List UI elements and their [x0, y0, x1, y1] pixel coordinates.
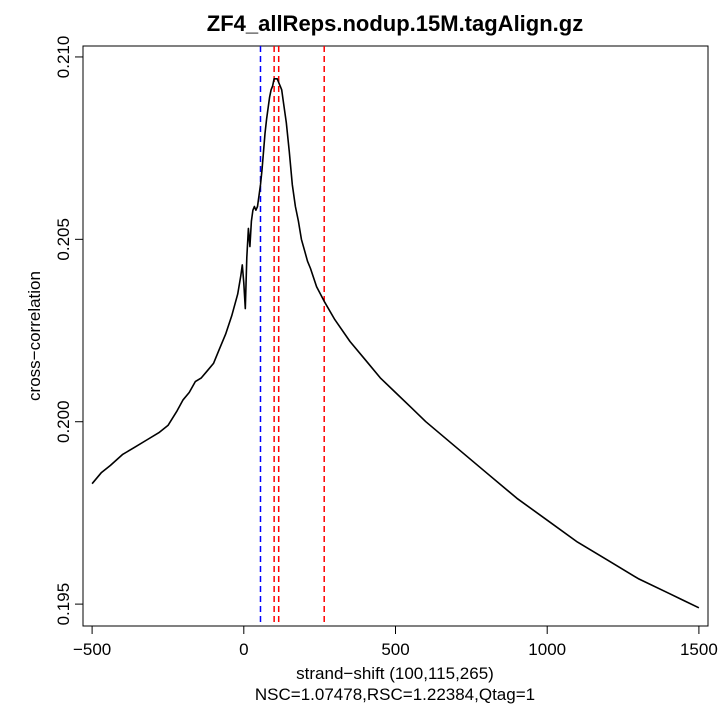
x-tick-label: 1500 [680, 640, 718, 659]
plot-frame [82, 45, 709, 627]
series-line-cross-correlation [91, 78, 700, 609]
y-tick-label: 0.195 [54, 583, 73, 626]
y-axis: 0.195 0.200 0.205 0.210 [54, 36, 84, 626]
y-axis-label: cross−correlation [25, 271, 44, 401]
y-tick-label: 0.205 [54, 218, 73, 261]
x-axis: −500 0 500 1000 1500 [73, 625, 718, 659]
chart-title: ZF4_allReps.nodup.15M.tagAlign.gz [207, 11, 583, 36]
x-axis-label: strand−shift (100,115,265) [296, 664, 494, 683]
x-tick-label: 0 [239, 640, 248, 659]
y-tick-label: 0.210 [54, 36, 73, 79]
vertical-marker-lines [259, 46, 325, 626]
x-tick-label: 1000 [528, 640, 566, 659]
y-tick-label: 0.200 [54, 400, 73, 443]
chart-subtitle: NSC=1.07478,RSC=1.22384,Qtag=1 [255, 685, 535, 704]
x-tick-label: −500 [73, 640, 111, 659]
x-tick-label: 500 [381, 640, 409, 659]
